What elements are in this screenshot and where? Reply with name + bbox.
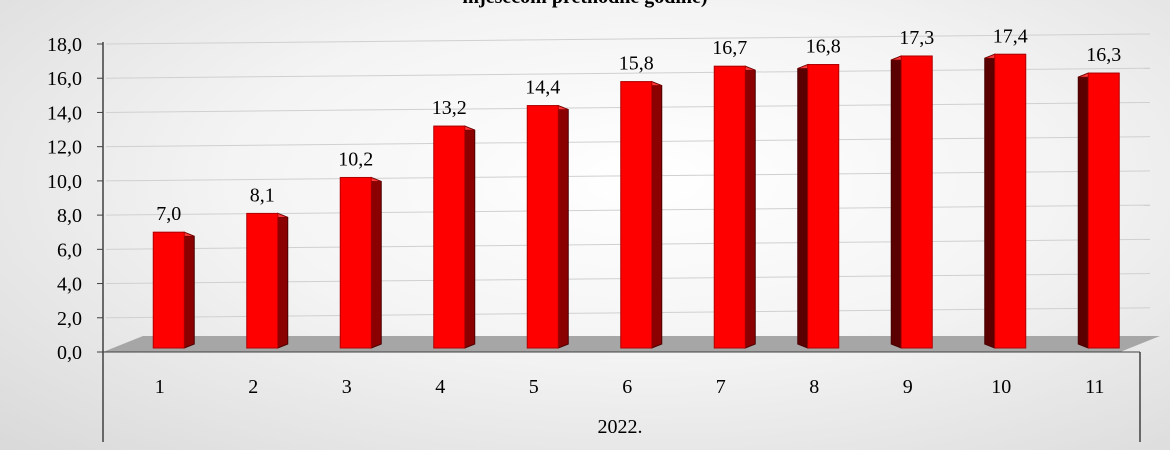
data-label: 16,7 — [712, 37, 747, 59]
bar-front — [526, 105, 559, 349]
bar-front — [900, 55, 933, 349]
bar-front — [246, 212, 279, 349]
bar-side — [651, 80, 663, 349]
y-tick-label: 2,0 — [57, 308, 82, 330]
data-label: 15,8 — [619, 53, 654, 75]
x-tick-label: 3 — [342, 376, 352, 398]
bar — [890, 55, 933, 349]
chart-title: mjesecom prethodne godine) — [0, 0, 1170, 9]
y-axis: 0,0 2,0 4,0 6,0 8,0 10,0 12,0 14,0 16,0 18,0 — [47, 34, 104, 364]
data-label: 8,1 — [250, 184, 275, 206]
x-group-label: 2022. — [598, 416, 643, 438]
bar — [713, 65, 756, 349]
bar — [984, 53, 1027, 349]
bar-side — [744, 65, 756, 349]
x-tick-label: 8 — [809, 376, 819, 398]
x-tick-label: 11 — [1085, 376, 1104, 398]
bar-front — [339, 176, 372, 349]
x-tick-label: 6 — [622, 376, 632, 398]
x-axis: 2022. — [102, 351, 1141, 442]
bar — [526, 104, 569, 349]
bar-front — [994, 53, 1027, 349]
x-tick-label: 2 — [248, 376, 258, 398]
x-tick-label: 4 — [435, 376, 445, 398]
bar — [620, 80, 663, 349]
bar — [339, 176, 382, 349]
bar — [433, 125, 476, 349]
data-label: 16,8 — [806, 36, 841, 58]
data-label: 14,4 — [525, 77, 560, 99]
bar-side — [464, 125, 476, 349]
data-label: 17,3 — [899, 27, 934, 49]
bar-side — [984, 53, 996, 349]
y-tick-label: 12,0 — [47, 137, 82, 159]
x-tick-label: 9 — [903, 376, 913, 398]
bar-side — [557, 104, 569, 349]
data-label: 13,2 — [432, 97, 467, 119]
y-tick-label: 0,0 — [57, 342, 82, 364]
y-tick-label: 8,0 — [57, 205, 82, 227]
bar — [1077, 72, 1120, 349]
bar-front — [807, 64, 840, 349]
bar-front — [433, 125, 466, 349]
y-tick-label: 18,0 — [47, 34, 82, 56]
bar-side — [277, 212, 289, 349]
bar — [246, 212, 289, 349]
bar-side — [890, 55, 902, 349]
data-label: 16,3 — [1086, 44, 1121, 66]
x-tick-label: 1 — [155, 376, 165, 398]
bar-side — [183, 231, 195, 349]
bar-side — [797, 63, 809, 349]
y-tick-label: 14,0 — [47, 102, 82, 124]
data-label: 10,2 — [338, 148, 373, 170]
y-tick-label: 10,0 — [47, 171, 82, 193]
bar — [152, 231, 195, 349]
y-tick-label: 4,0 — [57, 274, 82, 296]
data-label: 17,4 — [993, 25, 1028, 47]
x-tick-label: 7 — [716, 376, 726, 398]
bar-side — [1077, 72, 1089, 349]
y-tick-label: 6,0 — [57, 239, 82, 261]
data-label: 7,0 — [156, 203, 181, 225]
bar-front — [620, 81, 653, 349]
bar-front — [152, 231, 185, 349]
bar-front — [1087, 72, 1120, 349]
bar-front — [713, 65, 746, 349]
gridline — [105, 67, 1151, 79]
bar-side — [370, 176, 382, 349]
y-tick-label: 16,0 — [47, 68, 82, 90]
x-tick-label: 10 — [991, 376, 1011, 398]
x-tick-label: 5 — [529, 376, 539, 398]
bar — [797, 63, 840, 349]
gridline — [105, 33, 1151, 45]
